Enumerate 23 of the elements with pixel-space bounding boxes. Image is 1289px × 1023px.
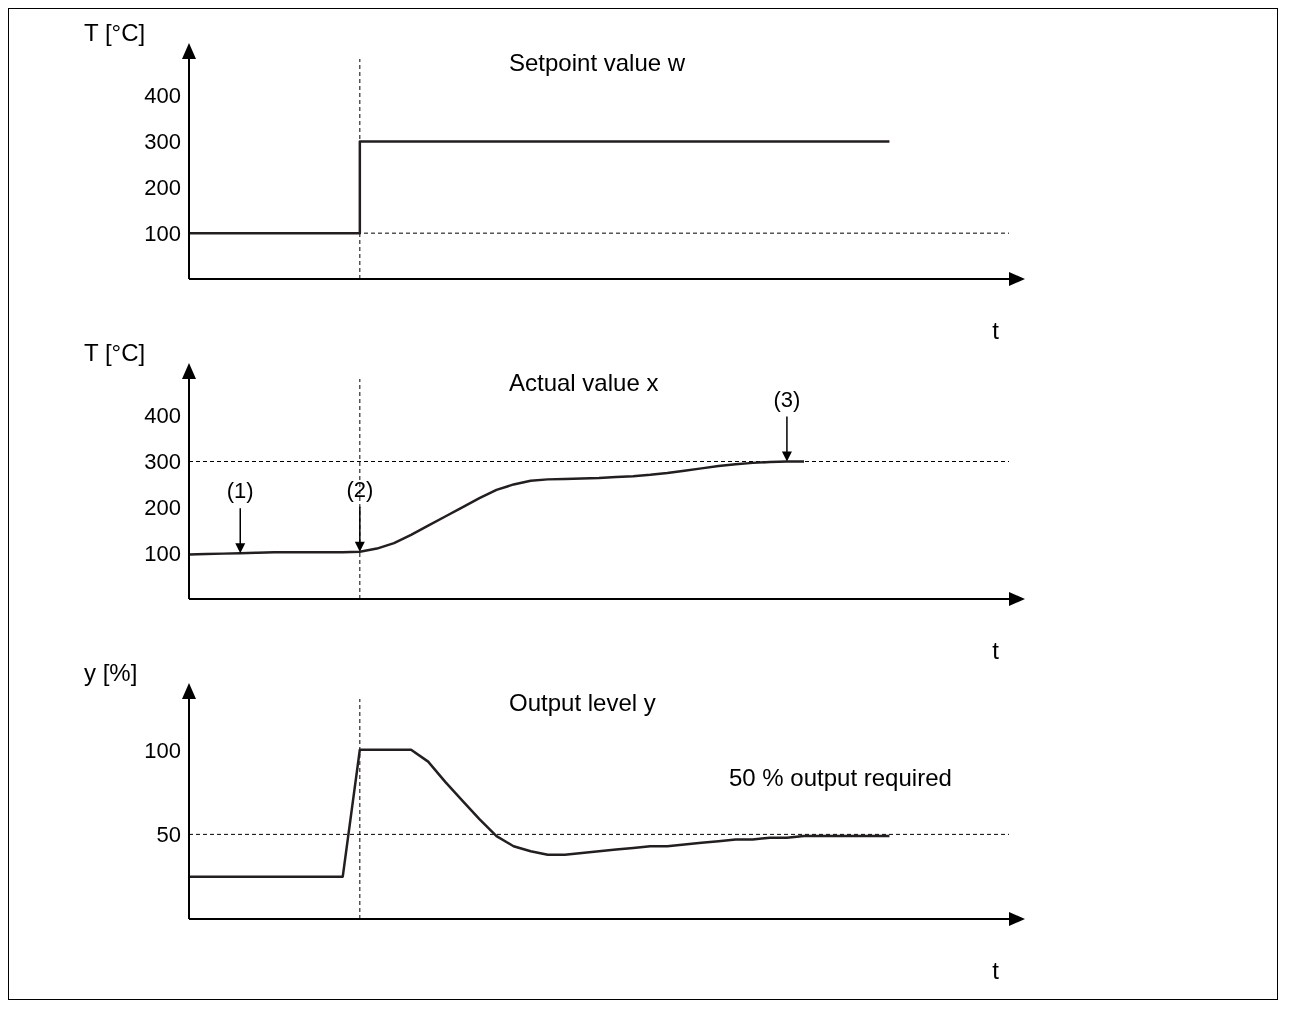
- annotation: 50 % output required: [729, 764, 952, 792]
- y-tick-label: 50: [156, 822, 181, 848]
- y-tick-label: 200: [144, 495, 181, 521]
- y-tick-label: 100: [144, 220, 181, 246]
- y-tick-label: 100: [144, 737, 181, 763]
- y-tick-label: 300: [144, 449, 181, 475]
- x-axis-title: t: [992, 317, 1000, 344]
- y-tick-label: 300: [144, 129, 181, 155]
- chart-title: Setpoint value w: [509, 49, 686, 77]
- y-tick-label: 100: [144, 540, 181, 566]
- chart-title: Output level y: [509, 689, 656, 717]
- y-tick-label: 400: [144, 83, 181, 109]
- annotation: (1): [226, 478, 254, 504]
- x-axis-title: t: [992, 957, 1000, 984]
- annotation: (3): [773, 386, 801, 412]
- annotation: (2): [346, 476, 374, 502]
- y-axis-title: T [°C]: [84, 19, 146, 47]
- x-axis-title: t: [992, 637, 1000, 664]
- y-axis-title: T [°C]: [84, 339, 146, 367]
- y-tick-label: 200: [144, 175, 181, 201]
- chart-title: Actual value x: [509, 369, 659, 397]
- y-axis-title: y [%]: [84, 659, 138, 687]
- y-tick-label: 400: [144, 403, 181, 429]
